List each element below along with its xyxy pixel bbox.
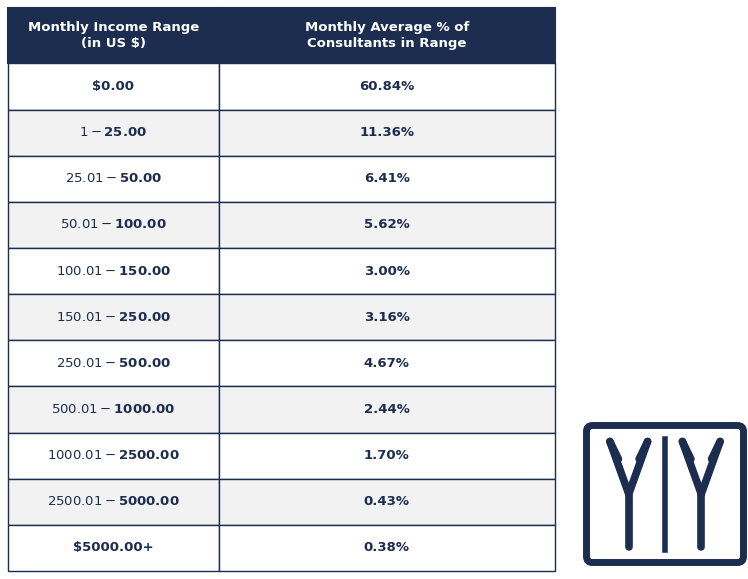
Text: $0.00: $0.00 [92,80,135,93]
Text: 0.38%: 0.38% [364,541,410,555]
Bar [8,63,218,109]
Text: $100.01 - $150.00: $100.01 - $150.00 [55,265,171,277]
Text: 60.84%: 60.84% [359,80,414,93]
Text: $2500.01 - $5000.00: $2500.01 - $5000.00 [47,495,180,508]
Text: $5000.00+: $5000.00+ [73,541,153,555]
Bar [218,525,555,571]
Bar [218,386,555,433]
Bar [218,340,555,386]
Bar [8,294,218,340]
Text: $50.01 - $100.00: $50.01 - $100.00 [60,218,167,232]
Bar [8,202,218,248]
Text: 11.36%: 11.36% [359,126,414,139]
Text: 2.44%: 2.44% [364,403,410,416]
Bar [8,340,218,386]
Bar [8,525,218,571]
Bar [8,156,218,202]
Bar [218,156,555,202]
Bar [8,479,218,525]
Text: $1000.01 - $2500.00: $1000.01 - $2500.00 [47,449,180,462]
Text: $250.01 - $500.00: $250.01 - $500.00 [55,357,171,370]
Text: 3.16%: 3.16% [364,311,410,324]
Text: $500.01 - $1000.00: $500.01 - $1000.00 [51,403,176,416]
Bar [8,8,218,63]
Bar [8,386,218,433]
Text: $25.01 - $50.00: $25.01 - $50.00 [64,172,162,185]
Text: $150.01 - $250.00: $150.01 - $250.00 [55,311,171,324]
Text: 1.70%: 1.70% [364,449,410,462]
Bar [218,63,555,109]
Text: Monthly Income Range
(in US $): Monthly Income Range (in US $) [28,21,199,50]
Text: 6.41%: 6.41% [364,172,410,185]
Text: 4.67%: 4.67% [364,357,410,370]
Bar [218,433,555,479]
Bar [8,248,218,294]
Bar [218,109,555,156]
Text: 0.43%: 0.43% [364,495,410,508]
Text: Monthly Average % of
Consultants in Range: Monthly Average % of Consultants in Rang… [304,21,469,50]
Bar [218,202,555,248]
Bar [8,109,218,156]
Bar [218,8,555,63]
FancyBboxPatch shape [586,426,744,563]
Text: $1 - $25.00: $1 - $25.00 [79,126,147,139]
Text: 5.62%: 5.62% [364,218,410,232]
Bar [218,294,555,340]
Bar [8,433,218,479]
Text: 3.00%: 3.00% [364,265,410,277]
Bar [218,479,555,525]
Bar [218,248,555,294]
